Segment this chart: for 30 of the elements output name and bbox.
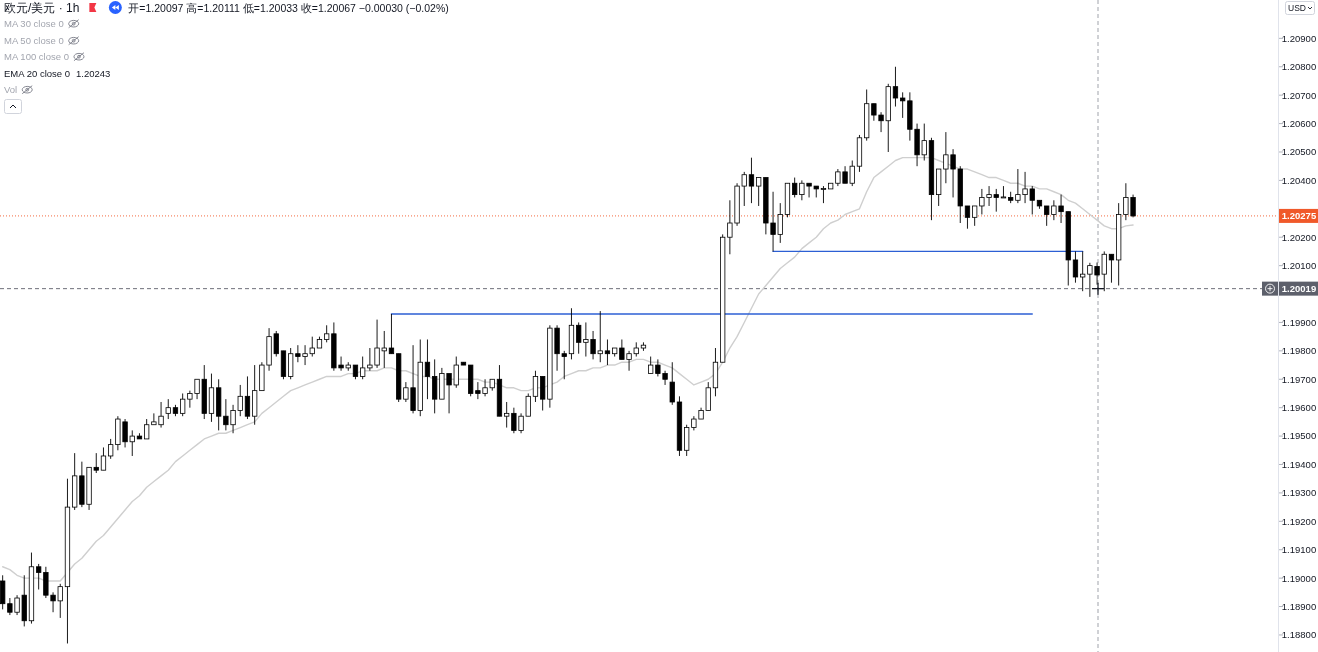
- y-tick-label: 1.19400: [1281, 458, 1317, 470]
- annotation: MA 50 close 0: [4, 35, 64, 46]
- y-tick-label: 1.20700: [1281, 89, 1317, 101]
- y-tick-label: 1.19500: [1281, 430, 1317, 442]
- y-tick-label: 1.20800: [1281, 61, 1317, 73]
- annotation: MA 100 close 0: [4, 51, 69, 62]
- chart-title: 欧元/美元 · 1h: [4, 1, 80, 15]
- y-tick-label: 1.20900: [1281, 32, 1317, 44]
- y-tick-label: 1.19200: [1281, 515, 1317, 527]
- y-tick-label: 1.20200: [1281, 231, 1317, 243]
- y-tick-label: 1.19900: [1281, 316, 1317, 328]
- y-tick-label: 1.20100: [1281, 260, 1317, 272]
- annotation: 1.20243: [76, 68, 111, 79]
- annotation: Vol: [4, 84, 18, 95]
- y-tick-label: 1.19100: [1281, 544, 1317, 556]
- y-tick-label: 1.19800: [1281, 345, 1317, 357]
- y-tick-label: 1.19000: [1281, 572, 1317, 584]
- y-tick-label: 1.19700: [1281, 373, 1317, 385]
- ref-line-label: 1.20275: [1281, 210, 1317, 222]
- annotation: EMA 20 close 0: [4, 68, 71, 79]
- y-tick-label: 1.18900: [1281, 600, 1317, 612]
- y-tick-label: 1.20400: [1281, 174, 1317, 186]
- annotation: MA 30 close 0: [4, 18, 64, 29]
- y-tick-label: 1.19300: [1281, 487, 1317, 499]
- y-tick-label: 1.20500: [1281, 146, 1317, 158]
- y-tick-label: 1.18800: [1281, 629, 1317, 641]
- y-tick-label: 1.20600: [1281, 117, 1317, 129]
- y-tick-label: 1.19600: [1281, 402, 1317, 414]
- ref-line-label: 1.20019: [1281, 283, 1317, 295]
- chart-subtitle: 开=1.20097 高=1.20111 低=1.20033 收=1.20067 −0.00030 (−0.02%): [128, 1, 449, 14]
